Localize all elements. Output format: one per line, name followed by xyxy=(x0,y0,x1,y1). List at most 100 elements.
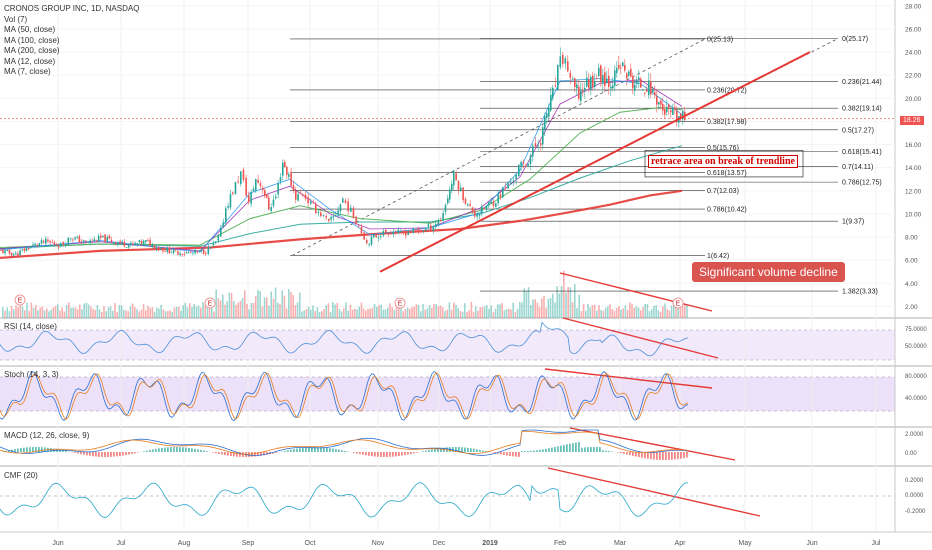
candle-body xyxy=(363,232,365,240)
macd-histogram-bar xyxy=(461,447,463,452)
volume-bar xyxy=(497,304,499,318)
retrace-note[interactable]: retrace area on break of trendline xyxy=(648,155,798,168)
candle-body xyxy=(415,229,417,231)
fib-left-label: 0(25.13) xyxy=(707,36,733,43)
candle-body xyxy=(266,194,268,198)
volume-bar xyxy=(336,302,338,318)
legend-ma12[interactable]: MA (12, close) xyxy=(4,56,56,66)
price-tick-label: 4.00 xyxy=(905,281,918,288)
volume-bar xyxy=(19,305,22,318)
volume-bar xyxy=(635,306,638,318)
volume-bar xyxy=(178,306,180,318)
volume-bar xyxy=(664,303,666,318)
macd-histogram-bar xyxy=(98,452,100,457)
volume-bar xyxy=(94,309,96,318)
macd-histogram-bar xyxy=(665,452,667,460)
candle-body xyxy=(481,206,483,214)
macd-histogram-bar xyxy=(518,452,520,457)
candle-body xyxy=(30,246,32,249)
legend-ma7[interactable]: MA (7, close) xyxy=(4,67,51,76)
rsi-label[interactable]: RSI (14, close) xyxy=(4,322,57,331)
candle-body xyxy=(610,86,612,88)
macd-histogram-bar xyxy=(338,449,340,452)
volume-bar xyxy=(384,309,387,318)
macd-histogram-bar xyxy=(356,452,358,454)
legend-ma50[interactable]: MA (50, close) xyxy=(4,25,56,34)
volume-bar xyxy=(420,311,422,318)
candle-body xyxy=(442,213,444,221)
macd-histogram-bar xyxy=(494,452,496,454)
volume-bar xyxy=(151,307,154,318)
candle-body xyxy=(10,252,13,256)
volume-bar xyxy=(105,311,107,318)
macd-histogram-bar xyxy=(305,447,307,452)
macd-histogram-bar xyxy=(284,450,286,452)
candle-body xyxy=(590,76,592,90)
volume-bar xyxy=(620,309,622,318)
macd-histogram-bar xyxy=(638,452,640,458)
macd-histogram-bar xyxy=(521,450,523,452)
candle-body xyxy=(562,54,564,64)
candle-body xyxy=(270,207,272,212)
volume-bar xyxy=(288,289,290,318)
volume-bar xyxy=(354,308,356,318)
candle-body xyxy=(76,237,79,238)
volume-bar xyxy=(79,304,81,318)
price-tick-label: 26.00 xyxy=(905,26,922,33)
macd-label[interactable]: MACD (12, 26, close, 9) xyxy=(4,431,90,440)
candle-body xyxy=(55,244,58,246)
candle-body xyxy=(168,247,171,254)
oscillator-line xyxy=(0,372,689,420)
legend-ma200[interactable]: MA (200, close) xyxy=(4,46,60,55)
candle-body xyxy=(288,174,290,177)
volume-bar xyxy=(604,307,607,318)
volume-bar xyxy=(391,307,393,318)
candle-body xyxy=(97,235,100,243)
oscillator-line xyxy=(0,429,689,456)
volume-bar xyxy=(545,307,547,318)
candle-body xyxy=(464,198,467,204)
candle-body xyxy=(578,86,580,99)
candle-body xyxy=(455,173,457,181)
candle-body xyxy=(17,253,19,256)
candle-body xyxy=(373,234,375,238)
macd-histogram-bar xyxy=(431,449,433,452)
moving-averages xyxy=(0,78,683,259)
candle-body xyxy=(567,61,569,72)
candle-body xyxy=(483,207,485,210)
volume-bar xyxy=(164,311,167,318)
volume-bar xyxy=(655,305,657,318)
candle-body xyxy=(60,243,62,247)
earnings-marker-label: E xyxy=(676,301,681,308)
ma-line xyxy=(0,189,683,259)
volume-bar xyxy=(494,308,497,318)
volume-bar xyxy=(241,298,244,318)
candle-body xyxy=(290,172,292,187)
candle-body xyxy=(212,242,215,246)
macd-histogram-bar xyxy=(344,450,346,452)
price-tick-label: 16.00 xyxy=(905,142,922,149)
macd-histogram-bar xyxy=(425,450,427,452)
legend-volume[interactable]: Vol (7) xyxy=(4,14,28,24)
candle-body xyxy=(654,92,656,96)
volume-bar xyxy=(206,304,209,318)
candle-body xyxy=(87,242,89,244)
legend-ma100[interactable]: MA (100, close) xyxy=(4,35,60,45)
time-tick-label: Jul xyxy=(117,540,126,547)
macd-histogram-bar xyxy=(515,452,517,457)
candle-body xyxy=(220,227,222,237)
stoch-label[interactable]: Stoch (14, 3, 3) xyxy=(4,370,59,379)
cmf-label[interactable]: CMF (20) xyxy=(4,471,38,480)
volume-bar xyxy=(530,305,532,318)
candle-body xyxy=(636,80,638,85)
candle-body xyxy=(624,65,626,71)
volume-decline-callout[interactable]: Significant volume decline xyxy=(692,262,845,282)
candle-body xyxy=(612,85,614,89)
volume-bar xyxy=(662,306,664,318)
macd-histogram-bar xyxy=(110,452,112,457)
macd-histogram-bar xyxy=(197,449,199,452)
volume-bar xyxy=(499,304,501,318)
macd-histogram-bar xyxy=(203,450,205,452)
